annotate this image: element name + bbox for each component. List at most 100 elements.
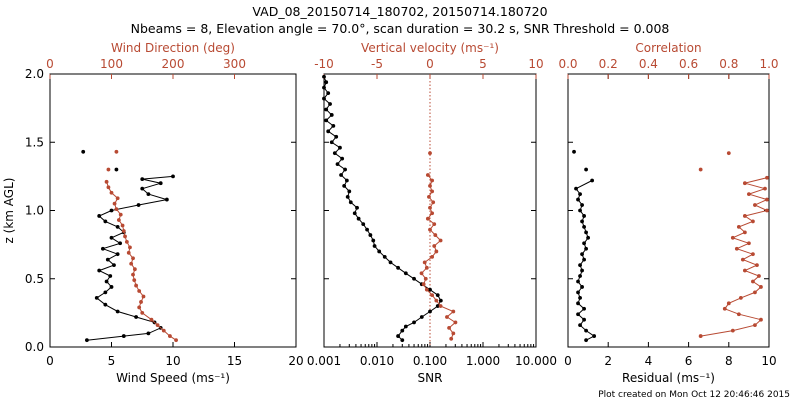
data-point xyxy=(345,194,350,199)
top-axis-label: Vertical velocity (ms⁻¹) xyxy=(361,41,499,55)
y-tick-label: 0.0 xyxy=(25,340,44,354)
data-point xyxy=(94,295,99,300)
data-point xyxy=(582,257,586,262)
data-point xyxy=(580,252,584,257)
data-point xyxy=(396,265,400,270)
data-point xyxy=(149,317,154,322)
data-point xyxy=(164,197,169,202)
bottom-tick-label: 20 xyxy=(288,354,303,368)
top-tick-label: 0.2 xyxy=(599,57,618,71)
data-point xyxy=(428,205,432,210)
data-point xyxy=(123,234,127,239)
data-point xyxy=(109,208,114,213)
isolated-data-point xyxy=(81,149,86,154)
data-point xyxy=(140,186,145,191)
data-point xyxy=(100,246,105,251)
bottom-tick-label: 0 xyxy=(46,354,54,368)
data-point xyxy=(730,235,735,240)
data-point xyxy=(755,263,759,267)
figure-title-line2: Nbeams = 8, Elevation angle = 70.0°, sca… xyxy=(131,21,670,36)
data-point xyxy=(140,177,145,182)
data-point xyxy=(751,252,755,257)
plot-frame xyxy=(49,73,297,348)
data-point xyxy=(121,334,126,338)
isolated-data-point xyxy=(106,167,111,172)
data-point xyxy=(435,293,440,298)
data-point xyxy=(116,218,121,222)
top-tick-label: 5 xyxy=(479,57,487,71)
data-point xyxy=(377,249,382,254)
isolated-data-point xyxy=(572,149,576,154)
data-point xyxy=(412,276,416,281)
data-point xyxy=(734,246,739,251)
data-point xyxy=(584,246,588,251)
data-point xyxy=(388,260,393,265)
data-point xyxy=(106,185,111,190)
data-point xyxy=(141,294,146,299)
data-point xyxy=(424,287,429,292)
top-axis-label: Wind Direction (deg) xyxy=(111,41,235,55)
data-point xyxy=(763,186,767,191)
y-tick-label: 0.5 xyxy=(25,272,44,286)
data-point xyxy=(698,334,703,338)
data-point xyxy=(347,189,352,194)
data-point xyxy=(355,205,359,210)
data-point xyxy=(372,244,377,248)
data-point xyxy=(85,338,89,343)
isolated-data-point xyxy=(584,167,588,172)
data-point xyxy=(109,235,114,240)
data-point xyxy=(580,219,584,224)
data-point xyxy=(115,252,120,257)
data-point xyxy=(747,192,751,197)
data-point xyxy=(578,263,582,267)
data-point xyxy=(137,305,142,310)
data-point xyxy=(753,290,757,295)
data-point xyxy=(108,274,113,278)
data-point xyxy=(382,255,387,259)
data-point xyxy=(146,331,151,336)
bottom-tick-label: 10.000 xyxy=(515,354,557,368)
isolated-data-point xyxy=(114,149,119,154)
data-point xyxy=(403,271,408,276)
y-tick-label: 1.0 xyxy=(25,204,44,218)
data-point xyxy=(324,107,329,112)
data-point xyxy=(356,216,361,221)
data-point xyxy=(434,249,439,254)
bottom-axis-label: Wind Speed (ms⁻¹) xyxy=(116,371,230,385)
data-point xyxy=(121,229,126,233)
data-point xyxy=(324,118,329,123)
data-point xyxy=(576,312,580,317)
data-point xyxy=(400,338,405,343)
data-point xyxy=(576,301,580,306)
data-point xyxy=(105,257,110,262)
data-point xyxy=(365,227,369,232)
bottom-axis-label: SNR xyxy=(418,371,443,385)
data-point xyxy=(158,181,163,186)
top-tick-label: -10 xyxy=(314,57,334,71)
data-point xyxy=(368,233,373,237)
data-point xyxy=(425,216,430,221)
top-tick-label: 0.4 xyxy=(639,57,658,71)
data-point xyxy=(449,336,454,341)
data-point xyxy=(428,287,432,292)
data-point xyxy=(329,113,334,117)
data-point xyxy=(765,175,769,180)
data-point xyxy=(168,334,172,338)
data-point xyxy=(582,317,586,322)
data-point xyxy=(126,250,131,255)
data-point xyxy=(329,140,334,145)
isolated-data-point xyxy=(428,151,432,156)
data-point xyxy=(342,184,347,188)
top-tick-label: 0.0 xyxy=(558,57,577,71)
bottom-tick-label: 0.001 xyxy=(307,354,341,368)
top-tick-label: 1.0 xyxy=(759,57,778,71)
data-point xyxy=(432,222,437,227)
data-point xyxy=(109,285,114,289)
bottom-tick-label: 0.100 xyxy=(413,354,447,368)
data-point xyxy=(322,96,326,101)
top-tick-label: 0.8 xyxy=(719,57,738,71)
data-point xyxy=(419,315,424,319)
data-point xyxy=(738,295,743,300)
series-line-wind-direction xyxy=(106,181,177,341)
